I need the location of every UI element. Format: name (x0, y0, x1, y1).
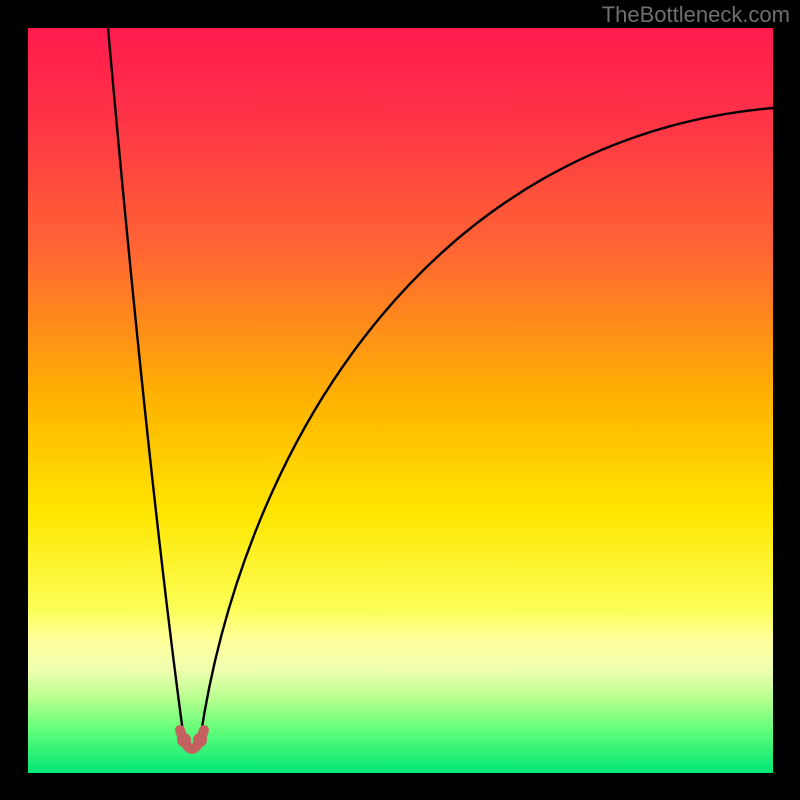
curve-layer (0, 0, 800, 800)
watermark-text: TheBottleneck.com (602, 2, 790, 28)
dip-marker-right-lobe (193, 733, 207, 747)
curve-left-branch (108, 28, 184, 740)
chart-frame: TheBottleneck.com (0, 0, 800, 800)
curve-right-branch (200, 108, 773, 740)
dip-marker-left-lobe (177, 733, 191, 747)
